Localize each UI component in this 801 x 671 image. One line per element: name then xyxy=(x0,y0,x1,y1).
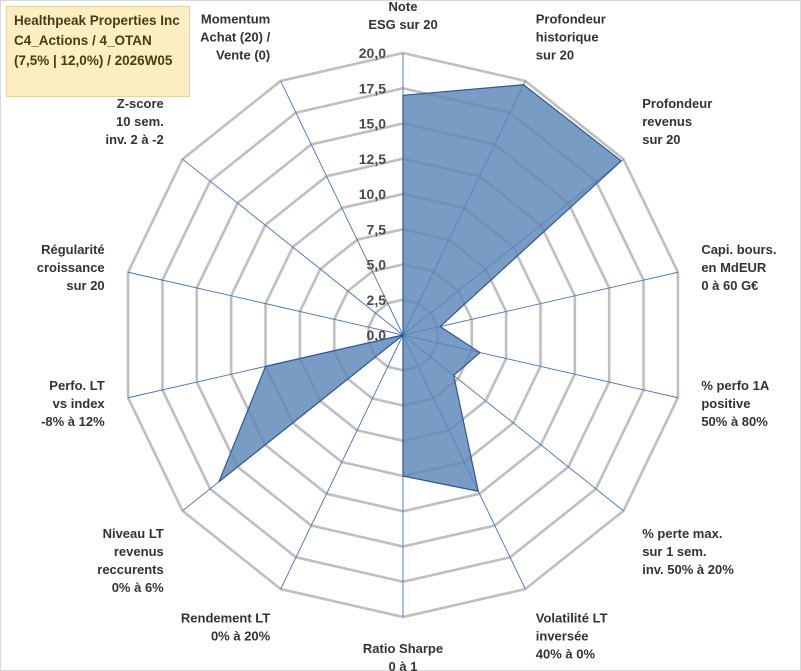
axis-label: reccurents xyxy=(97,562,163,577)
axis-label: 40% à 0% xyxy=(536,647,596,662)
axis-label: vs index xyxy=(53,396,106,411)
axis-label: Capi. bours. xyxy=(701,242,776,257)
axis-label: Rendement LT xyxy=(181,611,270,626)
tick-label: 20,0 xyxy=(359,45,386,61)
axis-label: inv. 2 à -2 xyxy=(105,132,163,147)
tick-label: 0,0 xyxy=(367,327,387,343)
axis-label: sur 20 xyxy=(536,47,574,62)
axis-label: sur 20 xyxy=(642,132,680,147)
axis-label: croissance xyxy=(37,260,105,275)
axis-label: revenus xyxy=(114,544,164,559)
axis-label: Profondeur xyxy=(642,96,712,111)
title-line-1: Healthpeak Properties Inc xyxy=(14,13,180,28)
axis-label: Volatilité LT xyxy=(536,611,608,626)
axis-label: 0% à 20% xyxy=(211,629,271,644)
axis-label: 0 à 60 G€ xyxy=(701,278,758,293)
axis-label: Achat (20) / xyxy=(200,29,270,44)
axis-label: Note xyxy=(389,0,418,14)
axis-label: Niveau LT xyxy=(103,526,164,541)
axis-label: 0% à 6% xyxy=(112,580,164,595)
axis-label: -8% à 12% xyxy=(41,414,105,429)
tick-label: 17,5 xyxy=(359,80,386,96)
chart-title-box: Healthpeak Properties Inc C4_Actions / 4… xyxy=(6,6,190,97)
axis-label: historique xyxy=(536,29,599,44)
axis-label: en MdEUR xyxy=(701,260,767,275)
axis-label: Vente (0) xyxy=(216,47,270,62)
axis-label: Perfo. LT xyxy=(49,378,104,393)
axis-spoke xyxy=(280,334,404,590)
tick-label: 5,0 xyxy=(367,257,387,273)
axis-spoke xyxy=(280,80,404,336)
axis-label: 0 à 1 xyxy=(389,659,418,671)
axis-label: inv. 50% à 20% xyxy=(642,562,734,577)
axis-label: ESG sur 20 xyxy=(368,17,437,32)
title-line-3: (7,5% | 12,0%) / 2026W05 xyxy=(14,53,173,68)
axis-label: sur 1 sem. xyxy=(642,544,706,559)
series-area xyxy=(218,84,622,492)
axis-label: inversée xyxy=(536,629,589,644)
axis-label: Momentum xyxy=(201,11,270,26)
axis-spoke xyxy=(127,271,404,336)
axis-label: Z-score xyxy=(117,96,164,111)
axis-label: 50% à 80% xyxy=(701,414,768,429)
tick-label: 2,5 xyxy=(367,292,387,308)
axis-label-layer: Note ESG sur 20 Profondeur historique sur 20… xyxy=(37,0,777,671)
axis-label: % perfo 1A xyxy=(701,378,770,393)
axis-label: Profondeur xyxy=(536,11,606,26)
series-layer xyxy=(218,84,622,492)
axis-label: 10 sem. xyxy=(116,114,164,129)
axis-label: revenus xyxy=(642,114,692,129)
axis-spoke xyxy=(182,158,404,336)
tick-label: 7,5 xyxy=(367,221,387,237)
axis-spoke xyxy=(402,271,679,336)
title-line-2: C4_Actions / 4_OTAN xyxy=(14,33,152,48)
tick-label: 15,0 xyxy=(359,116,386,132)
tick-label: 12,5 xyxy=(359,151,386,167)
axis-label: Ratio Sharpe xyxy=(363,641,443,656)
axis-label: sur 20 xyxy=(66,278,104,293)
tick-label: 10,0 xyxy=(359,186,386,202)
axis-label: Régularité xyxy=(41,242,105,257)
tick-label-layer: 0,0 2,5 5,0 7,5 10,0 12,5 15,0 17,5 20,0 xyxy=(359,45,386,343)
axis-label: % perte max. xyxy=(642,526,722,541)
axis-label: positive xyxy=(701,396,750,411)
